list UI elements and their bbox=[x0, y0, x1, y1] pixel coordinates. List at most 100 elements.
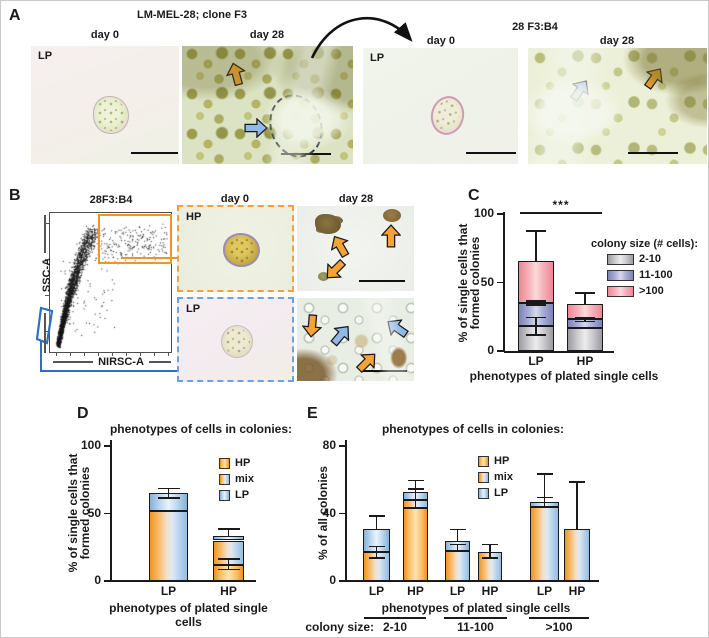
bar-segment-mix bbox=[564, 528, 590, 581]
error-bar-cap bbox=[217, 528, 240, 530]
axis-tick bbox=[126, 352, 128, 356]
dashed-ellipse-annotation bbox=[261, 87, 331, 164]
x-axis-line bbox=[149, 361, 171, 363]
col-header-day0-left: day 0 bbox=[90, 29, 120, 41]
flow-plot-title: 28F3:B4 bbox=[89, 194, 133, 206]
axis-tick bbox=[56, 352, 58, 356]
bar-segment-mix bbox=[445, 550, 470, 581]
legend-item: HP bbox=[219, 457, 254, 469]
lp-label: LP bbox=[186, 303, 201, 315]
legend-item: LP bbox=[478, 487, 513, 499]
error-bar-cap bbox=[526, 334, 546, 336]
error-bar bbox=[456, 528, 459, 541]
legend-label: mix bbox=[235, 473, 254, 485]
chart-d-legend: HP mix LP bbox=[219, 457, 254, 505]
significance-stars: *** bbox=[552, 198, 570, 212]
orange-arrow-icon bbox=[319, 254, 350, 285]
blue-arrow-icon bbox=[565, 74, 595, 105]
col-header-day0-right: day 0 bbox=[426, 35, 456, 47]
hp-gate-connector bbox=[121, 257, 178, 260]
error-bar-cap bbox=[536, 473, 553, 475]
axis-tick bbox=[140, 352, 142, 356]
lp-gate-connector-v bbox=[40, 341, 43, 372]
micrograph-lp-day0: LP bbox=[177, 297, 294, 382]
pigmented-colony bbox=[383, 209, 401, 222]
bar-segment-HP bbox=[403, 508, 428, 581]
chart-e-x-axis bbox=[346, 580, 599, 582]
orange-arrow-icon bbox=[325, 231, 354, 262]
micrograph-f3b4-day28 bbox=[528, 48, 707, 164]
chart-d-y-axis bbox=[110, 440, 112, 581]
micrograph-clone-f3-day0: LP bbox=[31, 46, 179, 164]
y-axis-line bbox=[44, 313, 46, 353]
x-category-label: LP bbox=[449, 584, 466, 598]
y-tick-label: 50 bbox=[480, 274, 494, 289]
flow-cytometry-plot bbox=[49, 212, 172, 353]
error-bar bbox=[227, 558, 230, 571]
micrograph-lp-day28 bbox=[297, 298, 414, 381]
error-bar bbox=[584, 292, 586, 305]
orange-arrow-icon bbox=[639, 62, 669, 93]
error-bar-cap bbox=[526, 300, 546, 302]
panel-c-label: C bbox=[468, 187, 480, 204]
bar-segment-mix bbox=[530, 506, 559, 581]
error-bar bbox=[535, 300, 537, 306]
error-bar bbox=[535, 230, 537, 261]
blue-arrow-icon bbox=[244, 118, 268, 138]
scale-bar bbox=[131, 152, 178, 154]
bar-segment->100 bbox=[518, 260, 554, 304]
error-bar bbox=[543, 496, 546, 507]
flow-x-axis-label: NIRSC-A bbox=[98, 356, 144, 368]
group-label-2-10: 2-10 bbox=[382, 620, 408, 634]
col-header-day28-right: day 28 bbox=[599, 35, 635, 47]
error-bar-cap bbox=[575, 316, 595, 319]
legend-item: 2-10 bbox=[607, 253, 673, 265]
legend-label: >100 bbox=[639, 285, 664, 297]
axis-tick bbox=[45, 295, 49, 297]
lp-label: LP bbox=[38, 50, 53, 62]
error-bar-cap bbox=[217, 568, 240, 571]
panel-a-label: A bbox=[9, 7, 21, 24]
x-category-label: HP bbox=[576, 354, 594, 368]
lp-label: LP bbox=[370, 52, 385, 64]
axis-tick bbox=[154, 352, 156, 356]
blue-arrow-icon bbox=[326, 319, 357, 350]
legend-label: HP bbox=[494, 455, 510, 467]
error-bar bbox=[167, 487, 170, 499]
legend-item: mix bbox=[219, 473, 254, 485]
b-col-header-day0: day 0 bbox=[220, 193, 250, 205]
error-bar-cap bbox=[575, 292, 595, 294]
legend-swatch bbox=[607, 269, 634, 281]
axis-tick bbox=[45, 331, 49, 333]
legend-swatch bbox=[219, 457, 230, 469]
error-bar-cap bbox=[449, 528, 466, 531]
error-bar-cap bbox=[368, 557, 385, 560]
legend-swatch bbox=[607, 253, 634, 265]
y-axis-tick bbox=[339, 512, 346, 515]
error-bar bbox=[489, 543, 491, 560]
axis-tick bbox=[112, 352, 114, 356]
axis-tick bbox=[98, 352, 100, 356]
chart-c-x-title: phenotypes of plated single cells bbox=[469, 369, 659, 383]
error-bar-cap bbox=[157, 487, 180, 490]
chart-e-x-title: phenotypes of plated single cells bbox=[381, 601, 571, 615]
axis-tick bbox=[45, 223, 49, 225]
y-axis-line bbox=[44, 215, 46, 253]
y-axis-tick bbox=[104, 580, 111, 582]
significance-line bbox=[520, 212, 602, 214]
chart-d-x-title: phenotypes of plated single cells bbox=[109, 601, 268, 629]
blue-arrow-icon bbox=[381, 313, 412, 343]
chart-c-plot bbox=[504, 214, 614, 351]
error-bar bbox=[456, 543, 459, 551]
single-cell bbox=[93, 96, 129, 134]
axis-tick bbox=[168, 352, 170, 356]
legend-swatch bbox=[478, 471, 489, 483]
x-axis-line bbox=[53, 361, 93, 363]
x-category-label: HP bbox=[568, 584, 586, 598]
orange-arrow-icon bbox=[381, 224, 401, 248]
error-bar bbox=[375, 545, 378, 560]
group-label-11-100: 11-100 bbox=[457, 620, 494, 634]
y-axis-tick bbox=[339, 445, 346, 447]
legend-label: mix bbox=[494, 471, 513, 483]
